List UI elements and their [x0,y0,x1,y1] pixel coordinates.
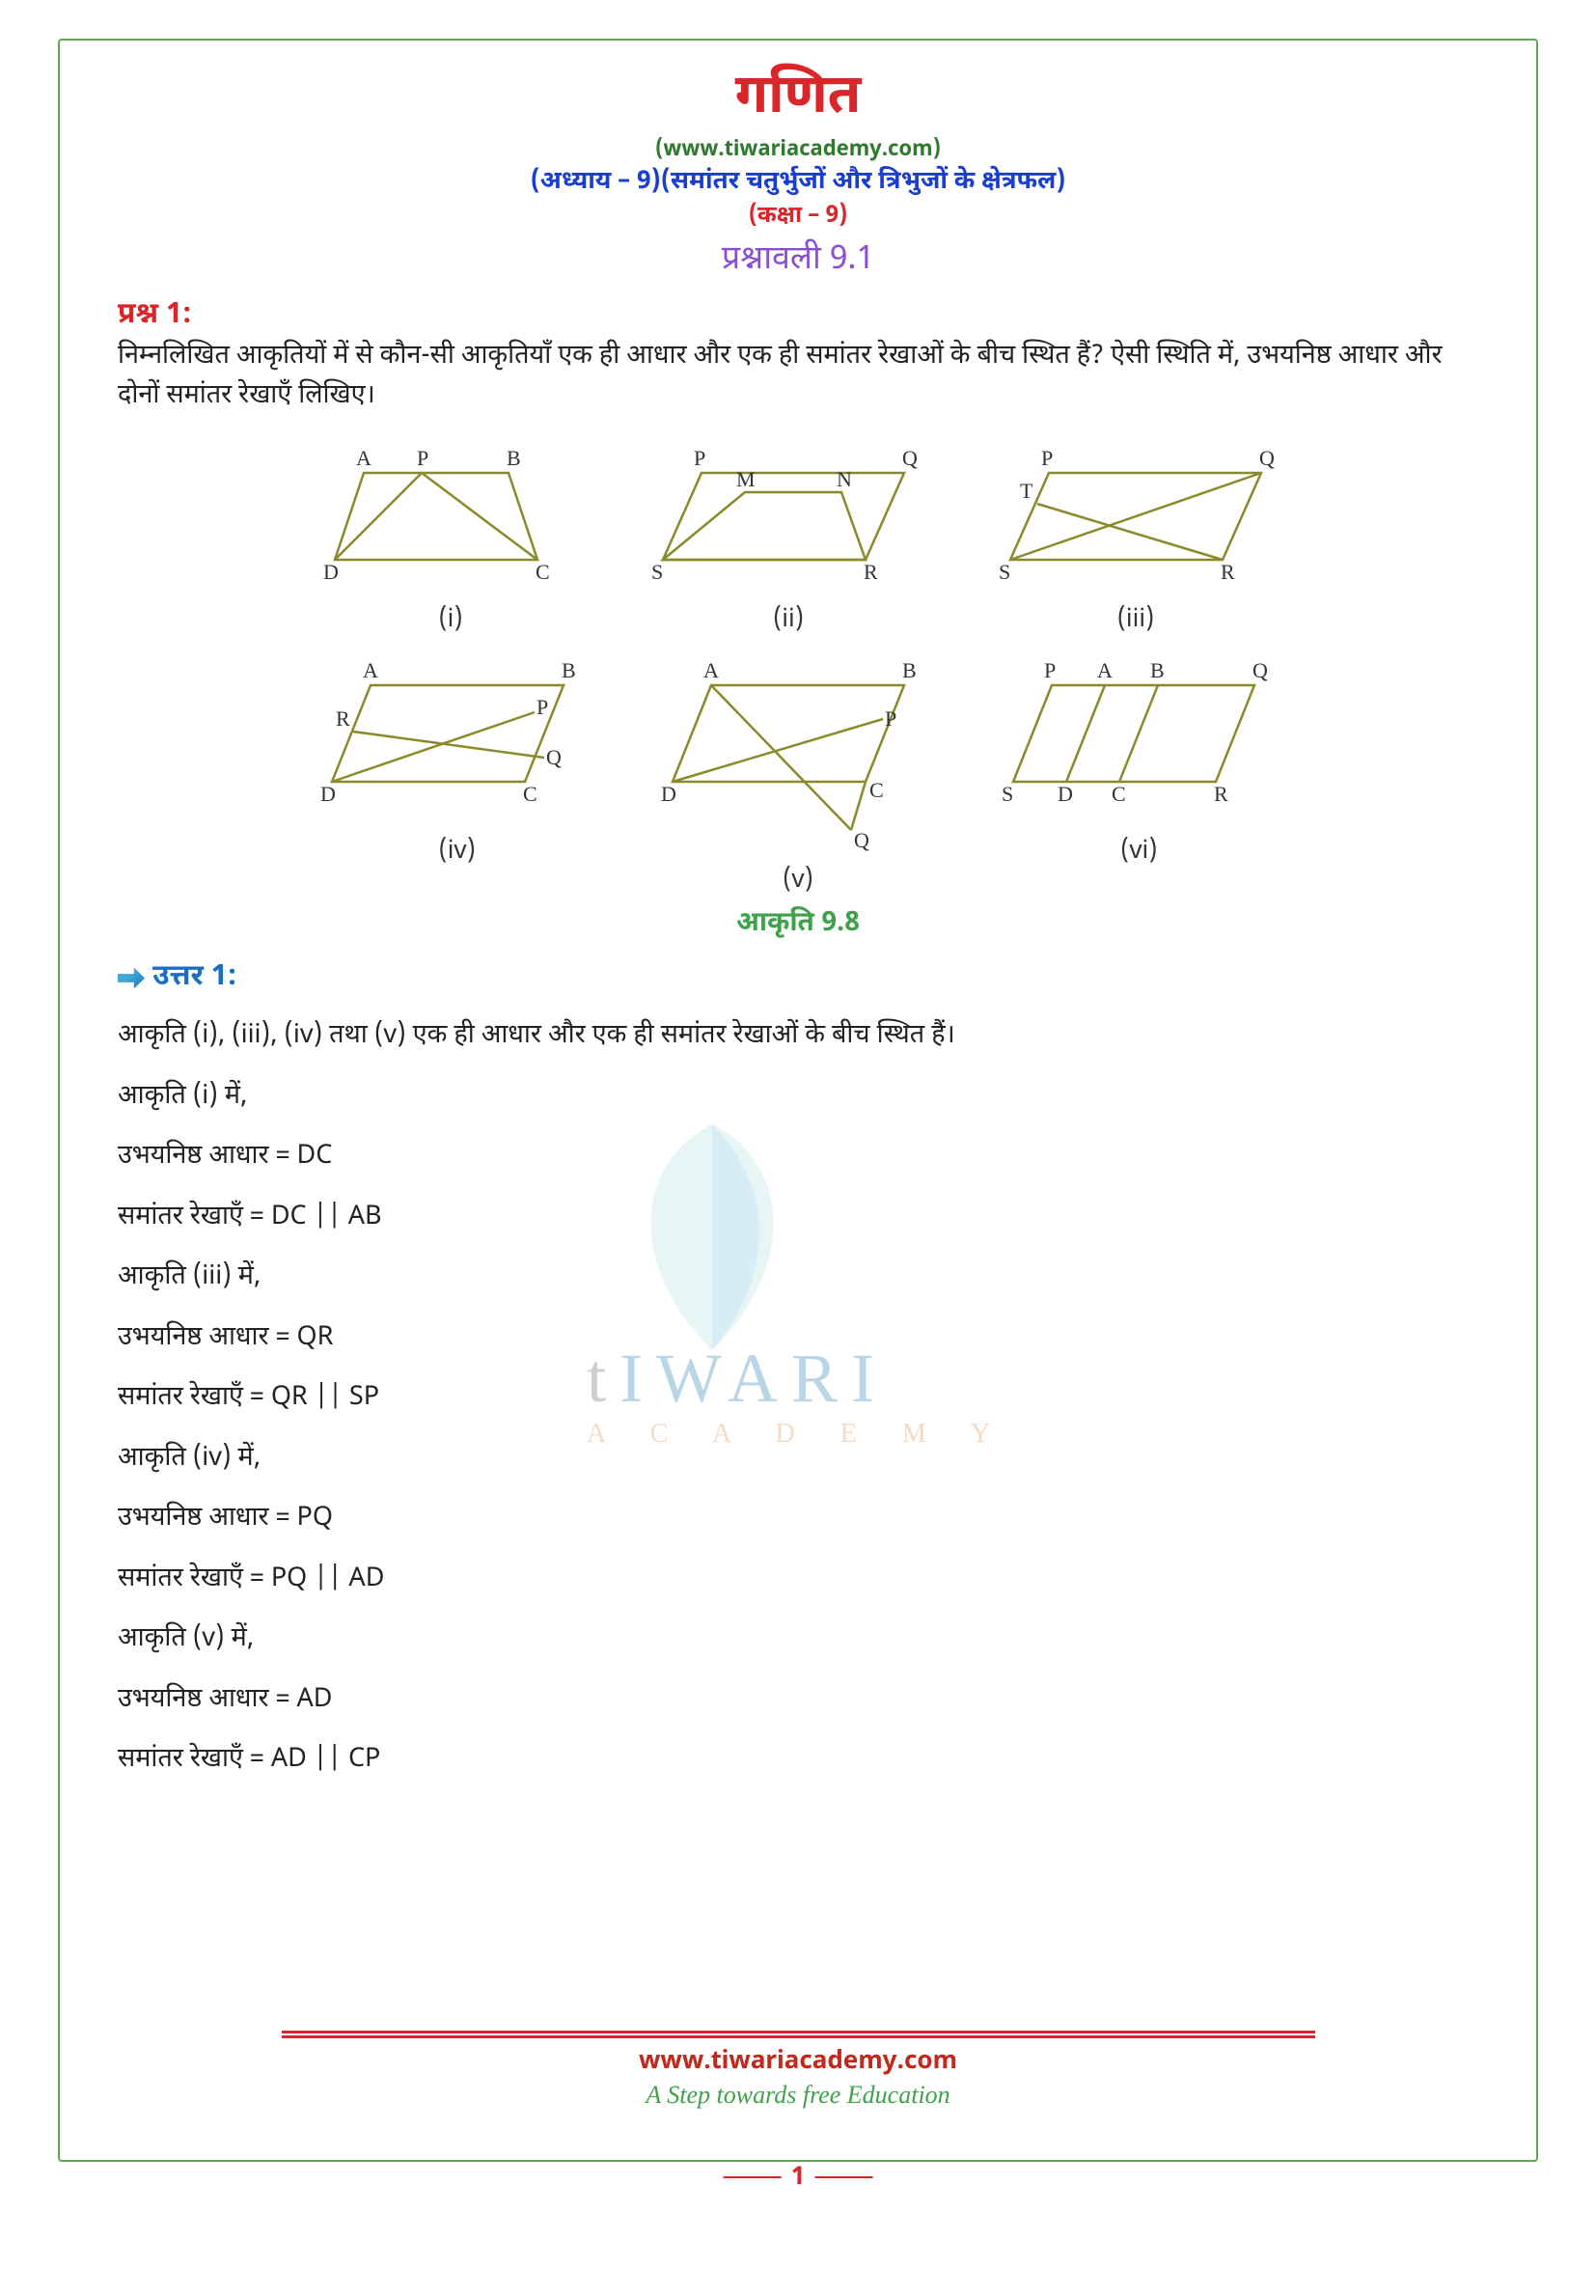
svg-text:D: D [661,782,676,806]
figures-caption: आकृति 9.8 [287,907,1309,942]
svg-text:D: D [323,560,339,584]
svg-text:M: M [736,467,756,491]
figures-block: A P B D C (i) P Q M N [287,434,1309,942]
figure-label-ii: (ii) [773,604,804,637]
svg-text:S: S [1002,782,1013,806]
figure-label-iii: (iii) [1117,604,1155,637]
svg-text:C: C [869,778,884,802]
footer-website: www.tiwariacademy.com [60,2046,1536,2079]
page-border: tIWARIA C A D E M Y गणित (www.tiwariacad… [58,39,1538,2162]
figure-iv: A B P R Q D C (iv) [303,647,612,898]
answer-line: आकृति (v) में, [118,1621,1478,1661]
svg-text:Q: Q [1252,658,1268,682]
svg-text:D: D [320,782,336,806]
svg-text:Q: Q [854,828,869,852]
svg-text:T: T [1020,479,1033,503]
exercise-heading: प्रश्नावली 9.1 [118,239,1478,282]
svg-text:R: R [1214,782,1228,806]
svg-text:R: R [1221,560,1235,584]
svg-text:Q: Q [902,446,918,470]
answer-line: समांतर रेखाएँ = DC || AB [118,1200,1478,1239]
svg-text:P: P [417,446,428,470]
svg-text:C: C [536,560,550,584]
website-top: (www.tiwariacademy.com) [118,136,1478,164]
footer-tagline: A Step towards free Education [60,2081,1536,2110]
answer-line: समांतर रेखाएँ = QR || SP [118,1380,1478,1420]
answer-line: आकृति (i) में, [118,1079,1478,1119]
svg-text:C: C [523,782,537,806]
svg-text:A: A [363,658,378,682]
answer-line: उभयनिष्ठ आधार = AD [118,1682,1478,1722]
answer-label: उत्तर 1: [118,959,1478,997]
svg-text:P: P [1044,658,1056,682]
svg-text:B: B [562,658,576,682]
svg-text:R: R [864,560,878,584]
answer-line: उभयनिष्ठ आधार = QR [118,1320,1478,1360]
answer-line: उभयनिष्ठ आधार = DC [118,1139,1478,1178]
svg-text:R: R [336,706,350,731]
figure-v: A B P D C Q (v) [644,647,952,898]
figure-i: A P B D C (i) [306,434,595,637]
question-text: निम्नलिखित आकृतियों में से कौन-सी आकृतिय… [118,339,1478,417]
svg-text:S: S [999,560,1010,584]
svg-text:A: A [703,658,719,682]
page-footer: www.tiwariacademy.com A Step towards fre… [60,2031,1536,2112]
svg-text:N: N [837,467,852,491]
figure-label-iv: (iv) [438,836,475,869]
figure-label-v: (v) [783,865,813,898]
svg-text:S: S [651,560,663,584]
figure-iii: P Q T S R (iii) [981,434,1290,637]
answer-intro: आकृति (i), (iii), (iv) तथा (v) एक ही आधा… [118,1018,1478,1058]
svg-text:B: B [902,658,917,682]
svg-text:P: P [1041,446,1053,470]
svg-text:A: A [356,446,371,470]
question-label: प्रश्न 1: [118,297,1478,335]
chapter-line: (अध्याय – 9)(समांतर चतुर्भुजों और त्रिभु… [118,166,1478,199]
answer-line: आकृति (iii) में, [118,1259,1478,1299]
page-title: गणित [118,64,1478,134]
figure-vi: P A B Q S D C R (vi) [984,647,1293,898]
svg-text:P: P [694,446,705,470]
content-area: गणित (www.tiwariacademy.com) (अध्याय – 9… [118,64,1478,1782]
page-number: 1 [714,2162,883,2195]
answer-line: उभयनिष्ठ आधार = PQ [118,1501,1478,1540]
svg-text:Q: Q [1259,446,1275,470]
svg-text:P: P [537,695,548,719]
svg-text:P: P [885,706,896,731]
figures-row-2: A B P R Q D C (iv) [287,647,1309,898]
footer-divider [282,2031,1315,2038]
svg-text:A: A [1097,658,1113,682]
class-line: (कक्षा – 9) [118,201,1478,232]
answer-line: समांतर रेखाएँ = PQ || AD [118,1562,1478,1601]
svg-text:C: C [1112,782,1126,806]
answer-line: आकृति (iv) में, [118,1441,1478,1480]
svg-text:B: B [1150,658,1165,682]
svg-text:D: D [1058,782,1073,806]
svg-text:Q: Q [546,745,562,769]
figure-label-vi: (vi) [1120,836,1157,869]
answer-label-text: उत्तर 1: [152,959,236,997]
answer-line: समांतर रेखाएँ = AD || CP [118,1742,1478,1782]
svg-text:B: B [507,446,521,470]
figures-row-1: A P B D C (i) P Q M N [287,434,1309,637]
figure-ii: P Q M N S R (ii) [634,434,943,637]
figure-label-i: (i) [438,604,462,637]
